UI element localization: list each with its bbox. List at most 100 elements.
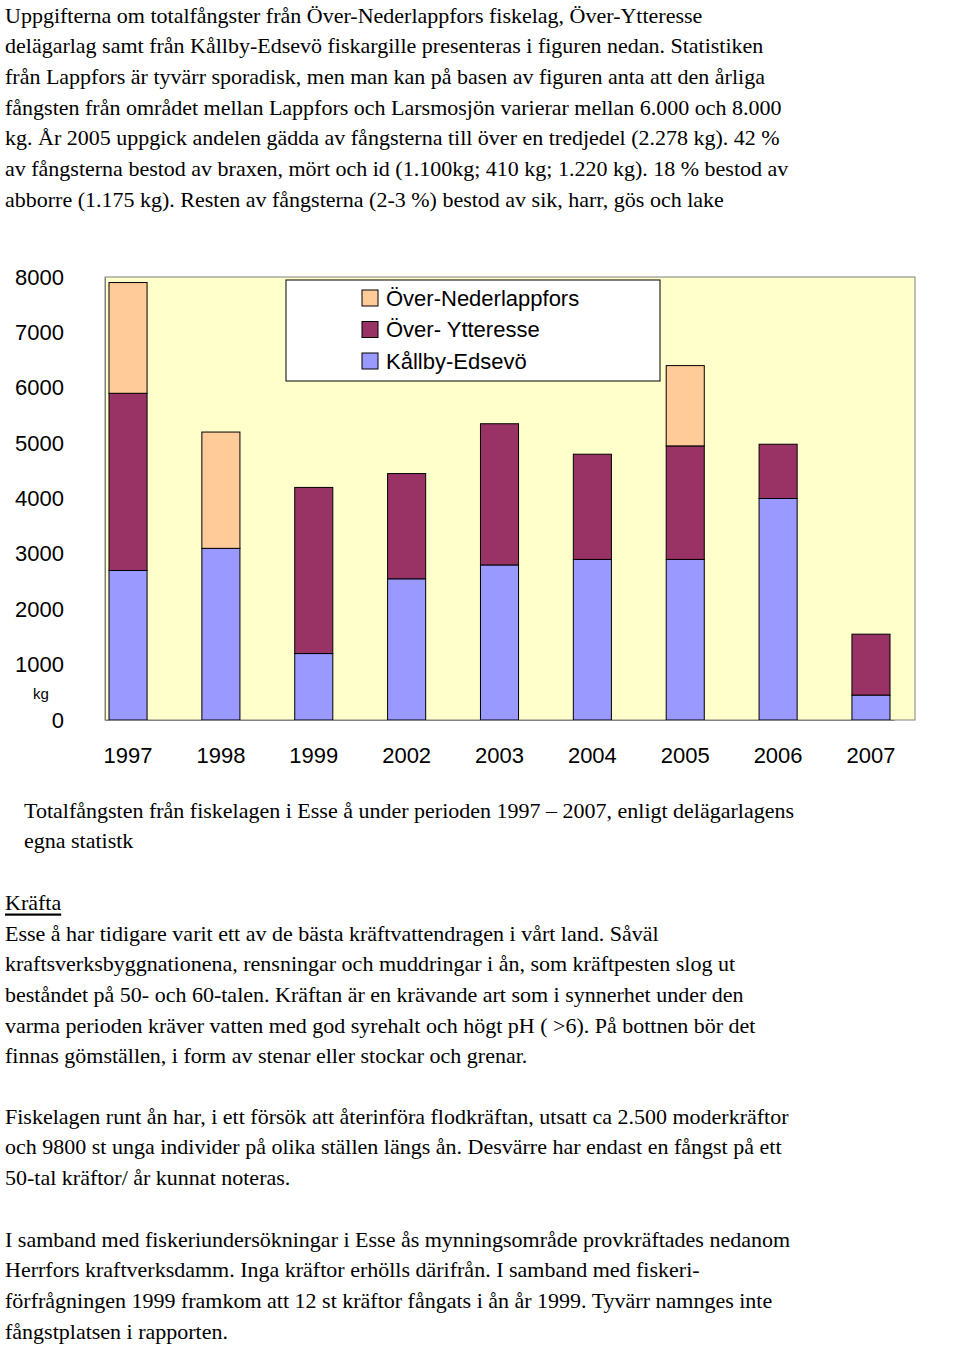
bar-segment (480, 565, 518, 720)
x-tick: 2005 (661, 743, 710, 768)
text-line: Herrfors kraftverksdamm. Inga kräftor er… (5, 1257, 700, 1282)
y-tick: 5000 (15, 431, 64, 456)
x-tick: 2002 (382, 743, 431, 768)
text-line: Uppgifterna om totalfångster från Över-N… (5, 3, 702, 28)
y-tick-label: 6000 (15, 375, 64, 400)
legend-swatch (362, 290, 378, 306)
y-tick: 6000 (15, 375, 64, 400)
bar-segment (666, 446, 704, 560)
intro: Uppgifterna om totalfångster från Över-N… (5, 3, 788, 212)
section-heading: Kräfta (5, 890, 61, 915)
bar-segment (109, 283, 147, 394)
bar-segment (759, 499, 797, 721)
y-axis-title: kg (33, 685, 49, 702)
x-tick: 2006 (754, 743, 803, 768)
bars (109, 283, 890, 720)
y-tick-label: 2000 (15, 597, 64, 622)
y-tick-label: 8000 (15, 265, 64, 290)
text-line: och 9800 st unga individer på olika stäl… (5, 1134, 782, 1159)
bar-segment (109, 570, 147, 720)
x-tick: 2007 (846, 743, 895, 768)
text-line: beståndet på 50- och 60-talen. Kräftan ä… (5, 982, 744, 1007)
caption: Totalfångsten från fiskelagen i Esse å u… (24, 798, 794, 854)
y-tick-label: 0 (52, 708, 64, 733)
y-tick: 2000 (15, 597, 64, 622)
bar-segment (295, 487, 333, 653)
y-tick-label: 1000 (15, 652, 64, 677)
text-line: fångstplatsen i rapporten. (5, 1319, 228, 1344)
paragraph: Esse å har tidigare varit ett av de bäst… (5, 921, 755, 1069)
x-tick: 1999 (289, 743, 338, 768)
y-tick-label: 5000 (15, 431, 64, 456)
legend-label: Över- Ytteresse (386, 317, 540, 342)
text-line: egna statistk (24, 828, 133, 853)
text-line: abborre (1.175 kg). Resten av fångsterna… (5, 187, 724, 212)
text-line: delägarlag samt från Kållby-Edsevö fiska… (5, 33, 763, 58)
text-line: finnas gömställen, i form av stenar elle… (5, 1043, 527, 1068)
legend-label: Kållby-Edsevö (386, 349, 527, 374)
text-line: varma perioden kräver vatten med god syr… (5, 1013, 755, 1038)
text-line: kraftsverksbyggnationena, rensningar och… (5, 951, 735, 976)
x-axis: 1997 1998 1999 2002 2003 2004 2005 2006 2007 (104, 721, 896, 768)
bar-segment (759, 444, 797, 498)
x-tick-label: 2005 (661, 743, 710, 768)
y-tick: 4000 (15, 486, 64, 511)
y-tick: 3000 (15, 541, 64, 566)
text-line: 50-tal kräftor/ år kunnat noteras. (5, 1165, 290, 1190)
bar-segment (852, 634, 890, 695)
text-line: kg. År 2005 uppgick andelen gädda av fån… (5, 125, 780, 150)
legend-label: Över-Nederlappfors (386, 286, 579, 311)
bar-segment (852, 695, 890, 720)
paragraph: Fiskelagen runt ån har, i ett försök att… (5, 1104, 789, 1190)
legend-swatch (362, 353, 378, 369)
x-tick-label: 1997 (104, 743, 153, 768)
y-tick-label: 7000 (15, 320, 64, 345)
paragraph: I samband med fiskeriundersökningar i Es… (5, 1227, 790, 1344)
y-tick: 8000 (15, 265, 64, 290)
legend-swatch (362, 322, 378, 338)
x-tick: 1997 (104, 743, 153, 768)
text-line: Totalfångsten från fiskelagen i Esse å u… (24, 798, 794, 823)
text-line: från Lappfors är tyvärr sporadisk, men m… (5, 64, 765, 89)
text-line: Esse å har tidigare varit ett av de bäst… (5, 921, 659, 946)
x-tick-label: 2003 (475, 743, 524, 768)
x-tick-label: 1998 (196, 743, 245, 768)
bar-segment (480, 424, 518, 565)
y-tick: 7000 (15, 320, 64, 345)
legend: Över-Nederlappfors Över- Ytteresse Kållby-… (286, 280, 660, 381)
bar-segment (388, 579, 426, 720)
bar-segment (666, 559, 704, 720)
text-line: förfrågningen 1999 framkom att 12 st krä… (5, 1288, 772, 1313)
bar-segment (573, 559, 611, 720)
x-tick-label: 2006 (754, 743, 803, 768)
x-tick: 1998 (196, 743, 245, 768)
bar-segment (573, 454, 611, 559)
page: Uppgifterna om totalfångster från Över-N… (0, 0, 960, 1348)
text-line: fångsten från området mellan Lappfors oc… (5, 95, 781, 120)
y-tick: 0 (52, 708, 64, 733)
legend-box (286, 280, 660, 381)
bar-segment (388, 474, 426, 579)
plot-area (105, 277, 915, 720)
x-axis-line (106, 720, 895, 721)
bar-segment (202, 548, 240, 720)
y-axis: 0 1000 2000 3000 4000 5000 6000 7000 8000 (15, 265, 105, 733)
x-tick-label: 1999 (289, 743, 338, 768)
y-tick-label: 4000 (15, 486, 64, 511)
x-tick-label: 2007 (846, 743, 895, 768)
x-tick: 2004 (568, 743, 617, 768)
text-line: av fångsterna bestod av braxen, mört och… (5, 156, 788, 181)
x-tick-label: 2004 (568, 743, 617, 768)
x-tick: 2003 (475, 743, 524, 768)
bar-segment (109, 393, 147, 570)
bar-segment (666, 366, 704, 446)
x-tick-label: 2002 (382, 743, 431, 768)
text-line: Fiskelagen runt ån har, i ett försök att… (5, 1104, 789, 1129)
chart: 010002000300040005000600070008000kg19971… (15, 265, 915, 768)
y-axis-line (105, 278, 106, 721)
text-line: I samband med fiskeriundersökningar i Es… (5, 1227, 790, 1252)
bar-segment (295, 654, 333, 720)
bar-segment (202, 432, 240, 548)
y-tick: 1000 (15, 652, 64, 677)
y-tick-label: 3000 (15, 541, 64, 566)
